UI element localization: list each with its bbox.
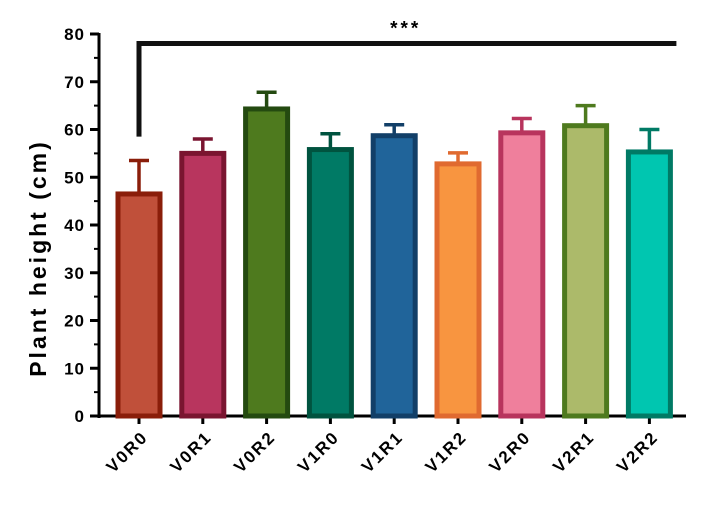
bar-v1r0 <box>306 147 354 419</box>
y-tick-label: 30 <box>64 264 85 283</box>
bar-v2r2 <box>625 149 673 419</box>
x-tick-label: V1R0 <box>294 427 343 476</box>
x-tick-label: V0R0 <box>103 427 152 476</box>
significance-label: *** <box>390 19 421 40</box>
y-tick-label: 80 <box>64 25 85 44</box>
bar-v0r2 <box>243 106 291 419</box>
x-tick-label: V0R2 <box>230 427 279 476</box>
x-tick-label: V2R0 <box>485 427 534 476</box>
x-tick-label: V1R2 <box>422 427 471 476</box>
bar-v0r1 <box>179 150 227 419</box>
bar-v1r1 <box>370 133 418 419</box>
x-tick-label: V2R2 <box>613 427 662 476</box>
bars <box>115 41 677 419</box>
y-tick-label: 70 <box>64 73 85 92</box>
bar-v2r0 <box>498 130 546 419</box>
y-axis-title: Plant height (cm) <box>25 139 51 377</box>
y-tick-label: 10 <box>64 359 85 378</box>
y-tick-label: 0 <box>75 407 85 426</box>
y-tick-label: 40 <box>64 216 85 235</box>
bar-v0r0 <box>115 191 163 419</box>
significance-bracket <box>136 41 677 137</box>
y-tick-label: 60 <box>64 121 85 140</box>
x-tick-label: V0R1 <box>166 427 215 476</box>
x-tick-label: V1R1 <box>358 427 407 476</box>
x-tick-label: V2R1 <box>549 427 598 476</box>
y-tick-label: 50 <box>64 168 85 187</box>
bar-v2r1 <box>562 123 610 419</box>
y-tick-label: 20 <box>64 312 85 331</box>
bar-v1r2 <box>434 161 482 419</box>
